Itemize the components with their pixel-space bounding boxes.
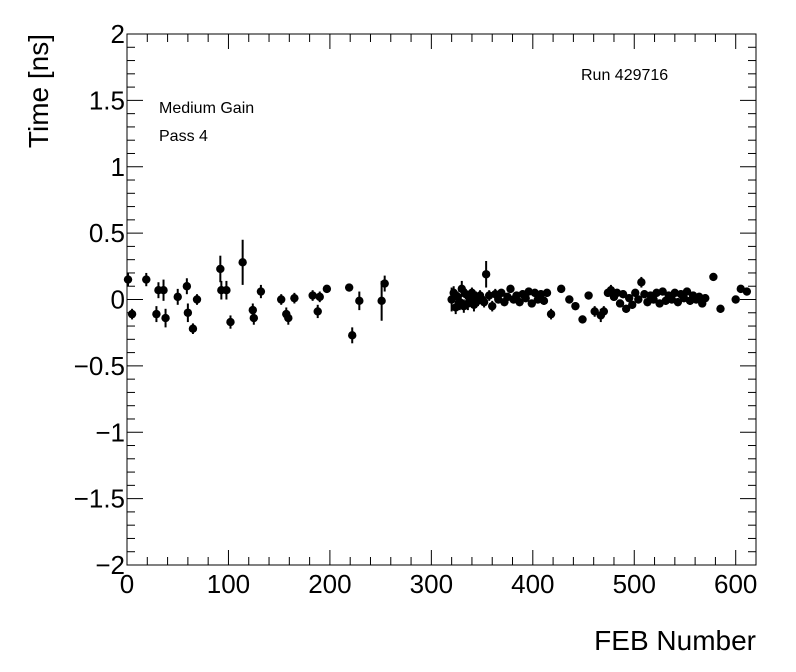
x-tick-label: 0 [120,569,134,599]
data-point [634,295,643,304]
x-tick-label: 600 [714,569,757,599]
data-point [542,288,552,298]
data-point [183,308,193,317]
data-point [380,279,389,288]
x-tick-label: 500 [613,569,656,599]
data-point [584,291,593,300]
data-point [628,300,637,310]
data-point [248,305,257,315]
data-point [618,289,628,299]
data-point [256,287,266,296]
data-point [479,297,489,307]
data-point [192,295,202,304]
data-point [159,286,168,295]
data-point [152,309,161,319]
y-tick-label: 0 [111,285,125,315]
data-point [315,292,324,302]
data-point [565,295,574,304]
data-point [590,307,599,316]
data-point [716,304,725,313]
y-tick-label: 2 [111,19,125,49]
data-point [571,301,580,311]
data-point [515,297,524,307]
data-point [506,284,515,294]
data-point [348,331,357,340]
data-point [173,292,182,302]
data-point [249,313,259,323]
data-point [142,275,151,284]
data-point [182,282,192,291]
data-point [284,313,293,323]
data-point [226,317,235,327]
x-tick-label: 400 [511,569,554,599]
data-point [355,296,364,306]
y-tick-label: −1 [95,417,125,447]
x-tick-labels: 0 100 200 300 400 500 600 [120,569,758,599]
data-point [216,264,225,274]
data-point [277,295,286,304]
data-point [238,258,247,267]
data-point [701,293,710,303]
annotation-run: Run 429716 [581,67,668,84]
data-point [709,272,718,282]
data-point [123,275,133,284]
annotation-pass: Pass 4 [159,128,208,145]
y-tick-label: 1.5 [89,85,125,115]
data-point [488,301,497,311]
data-point [377,296,386,306]
data-point [742,287,752,296]
x-tick-label: 100 [207,569,250,599]
data-point [615,299,625,308]
y-tick-label: 1 [111,152,125,182]
data-point [161,313,170,323]
y-tick-labels: −2 −1.5 −1 −0.5 0 0.5 1 1.5 2 [74,19,125,580]
data-point [290,293,299,303]
x-tick-label: 300 [410,569,453,599]
y-tick-label: 0.5 [89,218,125,248]
data-point [322,284,332,294]
x-tick-label: 200 [308,569,351,599]
annotation-gain: Medium Gain [159,100,254,117]
axis-ticks [126,33,757,566]
data-point [658,287,667,296]
data-points [123,239,752,344]
data-point [599,307,609,316]
data-point [624,293,634,303]
data-point [222,286,231,295]
data-point [481,270,491,279]
data-point [188,324,198,333]
data-point [546,309,556,319]
data-point [637,278,646,287]
y-tick-label: −1.5 [74,484,125,514]
data-point [539,296,549,306]
data-point [313,307,322,316]
y-tick-label: −2 [95,550,125,580]
x-axis-title: FEB Number [594,625,756,656]
data-point [557,284,566,294]
data-point [527,299,536,308]
data-point [682,287,692,296]
data-point [621,304,631,313]
data-point [308,291,317,300]
data-point [521,293,530,303]
data-point [731,295,740,304]
y-tick-label: −0.5 [74,351,125,381]
data-point [497,288,506,298]
data-point [578,315,587,324]
data-point [344,283,354,292]
data-point [649,295,658,304]
data-point [673,297,683,307]
y-axis-title: Time [ns] [23,34,54,148]
data-point [127,309,137,319]
data-point [631,288,640,298]
